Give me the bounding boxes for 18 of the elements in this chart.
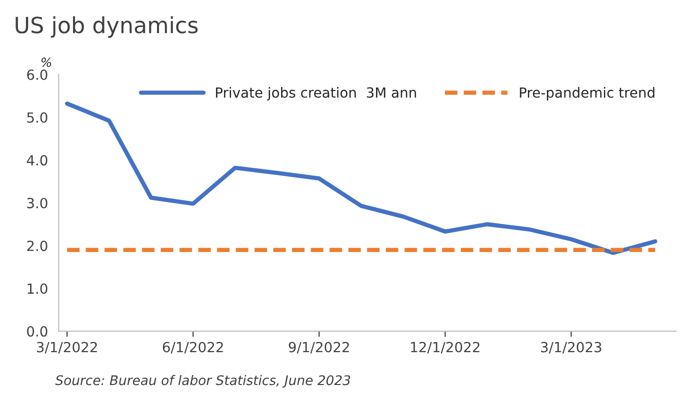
chart-title: US job dynamics [16,16,198,38]
x-tick-label: 12/1/2022 [411,342,480,354]
legend-label: Pre-pandemic trend [520,87,654,100]
x-tick-label: 3/1/2022 [36,342,97,354]
y-tick-label: 3.0 [27,198,48,208]
x-tick-label: 6/1/2022 [162,342,223,354]
y-tick-label: 2.0 [27,240,48,252]
y-tick-label: 1.0 [28,283,48,294]
legend-label: Private jobs creation 3M ann [216,87,416,100]
x-tick-label: 3/1/2023 [541,342,602,354]
y-tick-label: 0.0 [27,326,48,337]
y-tick-label: 5.0 [27,112,48,123]
y-tick-label: 4.0 [26,155,48,166]
y-tick-label: 6.0 [27,69,48,80]
x-tick-label: 9/1/2022 [288,342,349,354]
source-note: Source: Bureau of labor Statistics, June 2023 [55,374,350,388]
line-series [64,102,658,255]
y-axis-title: % [41,58,52,67]
